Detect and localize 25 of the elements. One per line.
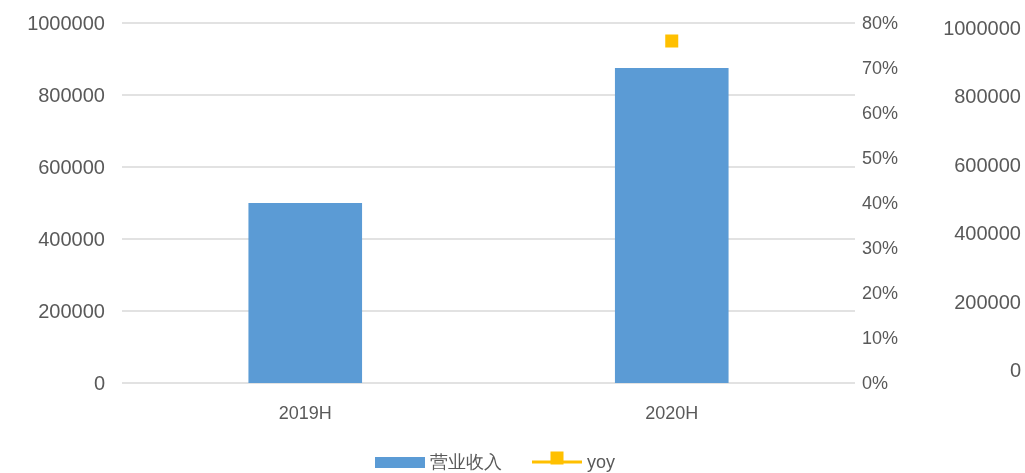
legend-label: yoy xyxy=(587,452,616,473)
y-tick-label: 800000 xyxy=(38,84,105,106)
y-tick-label: 1000000 xyxy=(27,12,105,34)
y-tick-label: 0 xyxy=(93,372,105,394)
y3-tick-label: 800000 xyxy=(954,85,1021,108)
y2-tick-label: 30% xyxy=(862,238,899,259)
y2-tick-label: 0% xyxy=(862,373,889,394)
y2-tick-label: 40% xyxy=(862,193,899,214)
y3-tick-label: 400000 xyxy=(954,222,1021,245)
y3-tick-label: 0 xyxy=(1009,359,1021,381)
y2-tick-label: 50% xyxy=(862,148,899,169)
y2-tick-label: 70% xyxy=(862,58,899,79)
x-tick-label: 2020H xyxy=(645,403,699,424)
y3-tick-label: 1000000 xyxy=(943,17,1021,39)
y-tick-label: 600000 xyxy=(38,156,105,178)
y2-tick-label: 60% xyxy=(862,103,899,124)
y3-tick-label: 200000 xyxy=(954,290,1021,313)
y2-tick-label: 10% xyxy=(862,328,899,349)
y2-tick-label: 20% xyxy=(862,283,899,304)
y2-tick-label: 80% xyxy=(862,13,899,34)
y-tick-label: 200000 xyxy=(38,300,105,322)
x-tick-label: 2019H xyxy=(278,403,332,424)
legend-label: 营业收入 xyxy=(430,452,502,473)
y-tick-label: 400000 xyxy=(38,228,105,250)
y3-tick-label: 600000 xyxy=(954,153,1021,176)
